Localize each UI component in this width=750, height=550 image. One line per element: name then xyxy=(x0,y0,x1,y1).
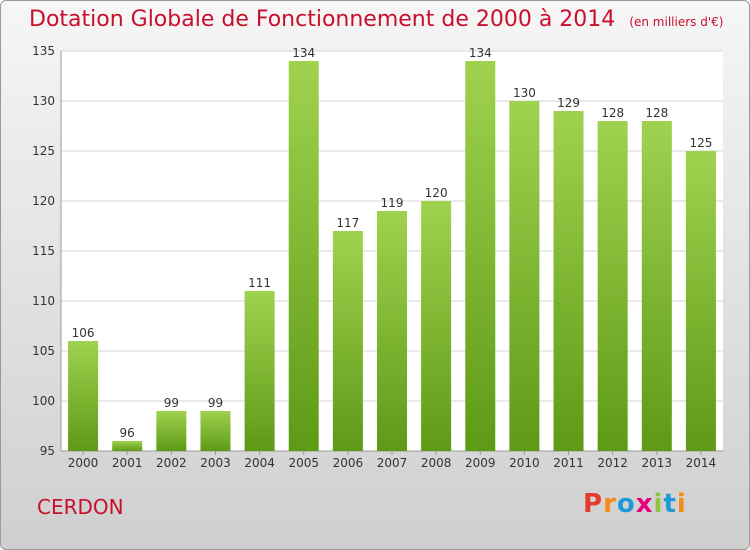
bar xyxy=(332,231,363,451)
bar-value-label: 128 xyxy=(645,106,668,120)
bar-value-label: 99 xyxy=(164,396,179,410)
bar xyxy=(509,101,540,451)
bar-value-label: 130 xyxy=(513,86,536,100)
x-tick-label: 2001 xyxy=(112,456,143,470)
chart-title: Dotation Globale de Fonctionnement de 20… xyxy=(29,7,723,32)
bar-value-label: 129 xyxy=(557,96,580,110)
x-tick-label: 2000 xyxy=(68,456,99,470)
bar-value-label: 134 xyxy=(292,46,315,60)
x-tick-label: 2005 xyxy=(288,456,319,470)
bar xyxy=(288,61,319,451)
logo-letter: o xyxy=(616,489,636,519)
bar-value-label: 120 xyxy=(425,186,448,200)
logo-letter: i xyxy=(653,489,664,519)
bar xyxy=(465,61,496,451)
y-tick-label: 115 xyxy=(32,244,55,258)
y-tick-label: 100 xyxy=(32,394,55,408)
logo-letter: t xyxy=(663,489,677,519)
x-tick-label: 2008 xyxy=(421,456,452,470)
bar-value-label: 134 xyxy=(469,46,492,60)
bar xyxy=(685,151,716,451)
logo-letter: i xyxy=(676,489,687,519)
bar-value-label: 119 xyxy=(381,196,404,210)
bar xyxy=(68,341,99,451)
logo-letter: r xyxy=(603,489,617,519)
bar xyxy=(597,121,628,451)
bar xyxy=(421,201,452,451)
bar-value-label: 111 xyxy=(248,276,271,290)
bar-value-label: 117 xyxy=(336,216,359,230)
y-tick-label: 105 xyxy=(32,344,55,358)
chart-unit: (en milliers d'€) xyxy=(629,15,724,29)
bar xyxy=(553,111,584,451)
bar xyxy=(200,411,231,451)
bar xyxy=(376,211,408,451)
y-tick-label: 125 xyxy=(32,144,55,158)
bar-value-label: 106 xyxy=(72,326,95,340)
y-tick-label: 110 xyxy=(32,294,55,308)
x-tick-label: 2012 xyxy=(597,456,628,470)
x-tick-label: 2003 xyxy=(200,456,231,470)
x-tick-label: 2002 xyxy=(156,456,187,470)
x-tick-label: 2014 xyxy=(686,456,717,470)
logo-letter: P xyxy=(583,489,604,519)
bar-value-label: 96 xyxy=(120,426,135,440)
bar-value-label: 99 xyxy=(208,396,223,410)
logo-letter: x xyxy=(635,489,654,519)
bar xyxy=(156,411,187,451)
x-tick-label: 2006 xyxy=(333,456,364,470)
x-tick-label: 2009 xyxy=(465,456,496,470)
x-tick-label: 2004 xyxy=(244,456,275,470)
x-tick-label: 2007 xyxy=(377,456,408,470)
chart-title-text: Dotation Globale de Fonctionnement de 20… xyxy=(29,7,616,32)
bar-value-label: 128 xyxy=(601,106,624,120)
proxiti-logo: Proxiti xyxy=(583,489,687,519)
y-tick-label: 130 xyxy=(32,94,55,108)
x-tick-label: 2011 xyxy=(553,456,584,470)
x-tick-label: 2013 xyxy=(642,456,673,470)
commune-name: CERDON xyxy=(37,495,124,519)
bar xyxy=(112,441,143,451)
y-tick-label: 120 xyxy=(32,194,55,208)
bar-value-label: 125 xyxy=(689,136,712,150)
x-tick-label: 2010 xyxy=(509,456,540,470)
y-tick-label: 95 xyxy=(40,444,55,458)
bar xyxy=(641,121,672,451)
bar xyxy=(244,291,275,451)
y-tick-label: 135 xyxy=(32,44,55,58)
